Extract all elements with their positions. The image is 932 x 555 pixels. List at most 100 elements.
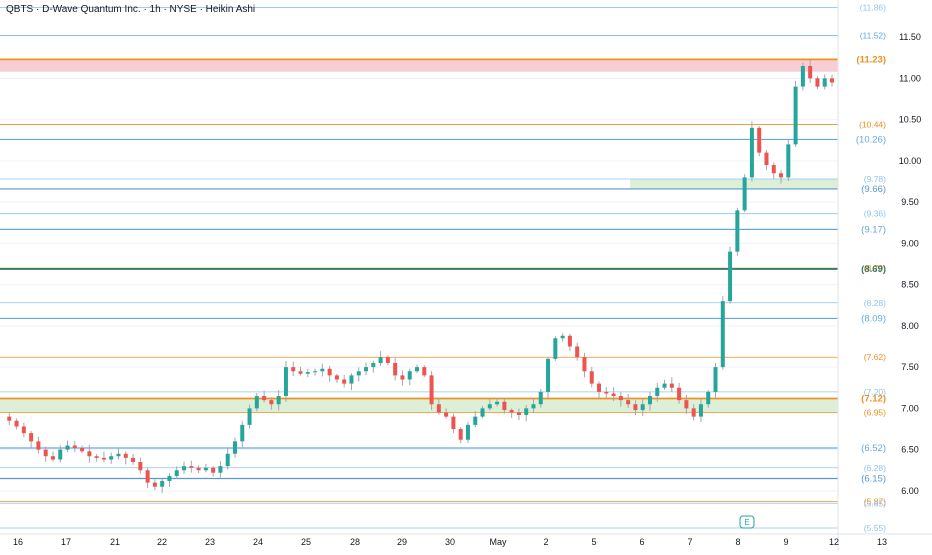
candle-body	[728, 251, 733, 302]
level-label: (6.15)	[861, 474, 886, 485]
level-label: (7.62)	[864, 352, 886, 362]
x-tick-label: 17	[61, 537, 71, 547]
x-tick-label: 8	[735, 537, 740, 547]
candle-body	[211, 467, 216, 473]
candle-body	[262, 396, 267, 401]
x-tick-label: 28	[350, 537, 360, 547]
level-label: (8.09)	[861, 313, 886, 324]
candle-body	[706, 391, 711, 405]
candle-body	[313, 371, 318, 373]
candle-body	[677, 387, 682, 401]
y-tick-label: 10.00	[899, 156, 922, 166]
candle-body	[567, 335, 572, 347]
x-tick-label: 21	[110, 537, 120, 547]
candle-body	[254, 396, 259, 409]
candle-body	[633, 404, 638, 411]
candle-body	[538, 391, 543, 405]
candle-body	[582, 357, 587, 372]
candle-body	[43, 449, 48, 457]
candle-body	[480, 408, 485, 417]
candle-body	[698, 404, 703, 417]
candle-body	[364, 367, 369, 372]
y-tick-label: 9.00	[901, 238, 919, 248]
candle-body	[575, 346, 580, 358]
candle-body	[378, 357, 383, 363]
zone-band	[630, 179, 838, 189]
y-tick-label: 6.00	[901, 486, 919, 496]
candle-body	[407, 371, 412, 380]
candle-body	[276, 396, 281, 405]
candle-body	[611, 393, 616, 396]
candle-body	[691, 408, 696, 417]
candle-body	[247, 408, 252, 425]
level-label: (9.78)	[864, 174, 886, 184]
candle-body	[94, 456, 99, 458]
x-tick-label: 30	[445, 537, 455, 547]
candle-body	[553, 338, 558, 359]
candle-body	[546, 358, 551, 392]
level-label: (6.52)	[861, 443, 886, 454]
y-tick-label: 11.00	[899, 73, 921, 83]
y-tick-label: 10.50	[899, 115, 922, 125]
candle-body	[808, 66, 813, 79]
level-label: (8.70)	[864, 263, 886, 273]
candle-body	[269, 400, 274, 405]
candle-body	[509, 410, 514, 413]
candle-body	[655, 387, 660, 396]
level-label: (8.28)	[864, 298, 886, 308]
candle-body	[87, 451, 92, 457]
y-tick-label: 7.00	[901, 403, 919, 413]
candle-body	[196, 467, 201, 471]
y-tick-label: 7.50	[901, 362, 919, 372]
candle-body	[560, 335, 565, 339]
candle-body	[604, 391, 609, 394]
candle-body	[524, 408, 529, 415]
candle-body	[218, 466, 223, 473]
candle-body	[771, 165, 776, 174]
level-label: (5.85)	[864, 498, 886, 508]
candle-body	[65, 445, 70, 450]
candle-body	[7, 416, 12, 421]
candle-body	[640, 404, 645, 411]
candle-body	[327, 368, 332, 376]
candle-body	[757, 127, 762, 153]
candle-body	[305, 372, 310, 374]
candle-body	[232, 441, 237, 454]
candle-body	[203, 467, 208, 471]
candle-body	[400, 375, 405, 380]
candle-body	[298, 371, 303, 374]
level-label: (11.86)	[860, 2, 886, 12]
candle-body	[589, 371, 594, 384]
candle-body	[458, 429, 463, 440]
candle-body	[36, 441, 41, 450]
candle-body	[662, 383, 667, 388]
candle-body	[735, 210, 740, 252]
x-tick-label: 29	[397, 537, 407, 547]
level-label: (9.66)	[861, 184, 886, 195]
candle-body	[58, 449, 63, 460]
candle-body	[29, 433, 34, 442]
y-tick-label: 6.50	[901, 445, 919, 455]
candle-body	[189, 466, 194, 468]
candle-body	[793, 86, 798, 145]
candle-body	[618, 396, 623, 401]
x-tick-label: 6	[639, 537, 644, 547]
candle-body	[422, 367, 427, 376]
candle-body	[414, 367, 420, 372]
x-tick-label: 7	[687, 537, 692, 547]
candle-body	[116, 453, 121, 457]
candle-body	[182, 466, 187, 471]
candle-body	[283, 367, 288, 396]
y-tick-label: 8.50	[901, 280, 919, 290]
x-tick-label: 5	[591, 537, 596, 547]
x-tick-label: 16	[13, 537, 23, 547]
candle-body	[50, 456, 55, 460]
level-label: (7.12)	[861, 393, 886, 404]
earnings-marker	[739, 515, 755, 529]
x-tick-label: May	[489, 537, 507, 547]
candle-body	[138, 462, 143, 471]
level-label: (6.28)	[864, 463, 886, 473]
candle-body	[334, 375, 339, 380]
